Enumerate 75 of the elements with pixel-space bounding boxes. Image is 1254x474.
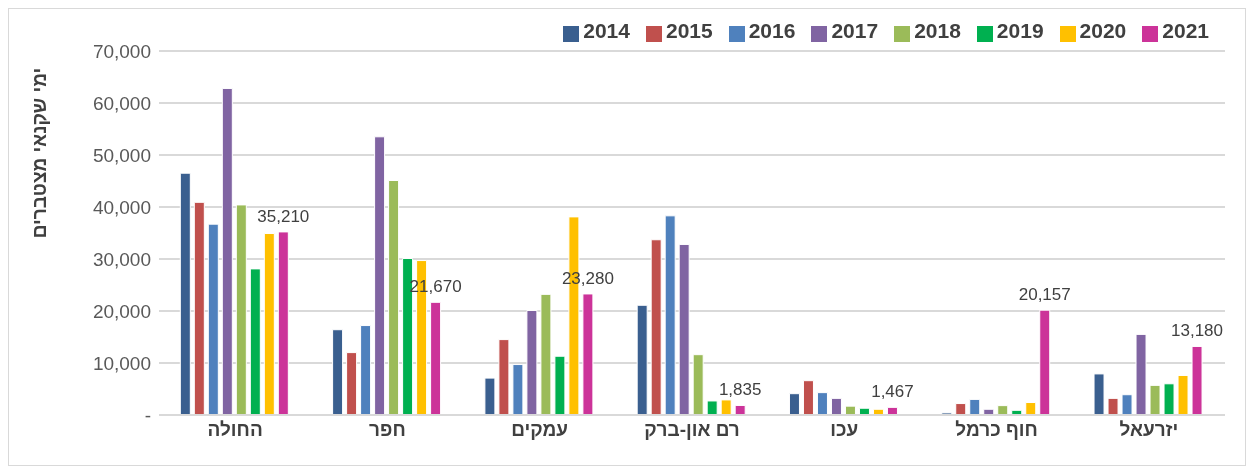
bar [692, 354, 704, 415]
bar [1039, 309, 1051, 415]
bar [484, 377, 496, 415]
bar [193, 201, 205, 415]
y-tick-label: 60,000 [92, 92, 151, 114]
bar [720, 399, 732, 415]
bar [388, 179, 400, 415]
legend-label: 2015 [665, 19, 713, 42]
legend-label: 2018 [914, 19, 961, 42]
legend-label: 2020 [1079, 19, 1127, 42]
bar [374, 136, 386, 415]
bar [221, 87, 233, 415]
data-label: 35,210 [257, 206, 310, 226]
y-tick-label: - [144, 404, 151, 426]
bar [540, 293, 552, 415]
bar [830, 397, 842, 415]
bar [277, 231, 289, 415]
bar [650, 239, 662, 415]
bar [554, 355, 566, 415]
y-tick-label: 70,000 [92, 40, 151, 62]
x-tick-label: רם און-ברק [644, 419, 740, 441]
bar [582, 293, 594, 415]
bar [526, 309, 538, 415]
bar [249, 268, 261, 415]
y-tick-label: 40,000 [92, 196, 151, 218]
data-label: 20,157 [1018, 285, 1071, 305]
bar [1163, 383, 1175, 415]
y-tick-label: 20,000 [92, 300, 151, 322]
x-tick-label: יזרעאל [1119, 419, 1179, 441]
legend-label: 2021 [1162, 19, 1209, 42]
y-tick-label: 10,000 [92, 352, 151, 374]
data-label: 13,180 [1171, 321, 1224, 341]
data-label: 1,467 [871, 382, 914, 402]
bar [1135, 333, 1147, 415]
bar [1177, 374, 1189, 415]
x-tick-label: עמקים [511, 419, 569, 441]
bar [678, 243, 690, 415]
bar [816, 392, 828, 415]
bar [1149, 384, 1161, 415]
bar [498, 339, 510, 415]
bar [706, 400, 718, 415]
data-label: 1,835 [718, 380, 762, 400]
bar [360, 325, 372, 415]
y-tick-label: 30,000 [92, 248, 151, 270]
bar [207, 223, 219, 415]
bar [332, 329, 344, 415]
legend-label: 2014 [583, 19, 630, 42]
bar [179, 172, 191, 415]
bar [1121, 394, 1133, 415]
legend-label: 2017 [831, 19, 879, 42]
legend-label: 2016 [748, 19, 796, 42]
bar [997, 405, 1009, 415]
bar [734, 404, 746, 415]
bar [263, 233, 275, 415]
bar [1191, 345, 1203, 415]
bar [430, 301, 442, 415]
bar [955, 403, 967, 415]
y-tick-label: 50,000 [92, 144, 151, 166]
x-tick-label: עכו [830, 419, 859, 441]
bar [346, 352, 358, 415]
x-tick-label: חפר [369, 419, 406, 441]
y-axis-title: ימי שקנאי מצטברים [28, 67, 50, 239]
bar [802, 380, 814, 415]
bar [664, 215, 676, 415]
bar [235, 204, 247, 415]
x-tick-label: חוף כרמל [955, 419, 1038, 441]
bar [969, 398, 981, 415]
bar [636, 304, 648, 415]
bar [512, 364, 524, 415]
bar [1025, 402, 1037, 415]
x-tick-label: החולה [207, 419, 263, 441]
bar [1107, 397, 1119, 415]
bar [1093, 373, 1105, 415]
bar [788, 393, 800, 415]
legend-label: 2019 [996, 19, 1044, 42]
